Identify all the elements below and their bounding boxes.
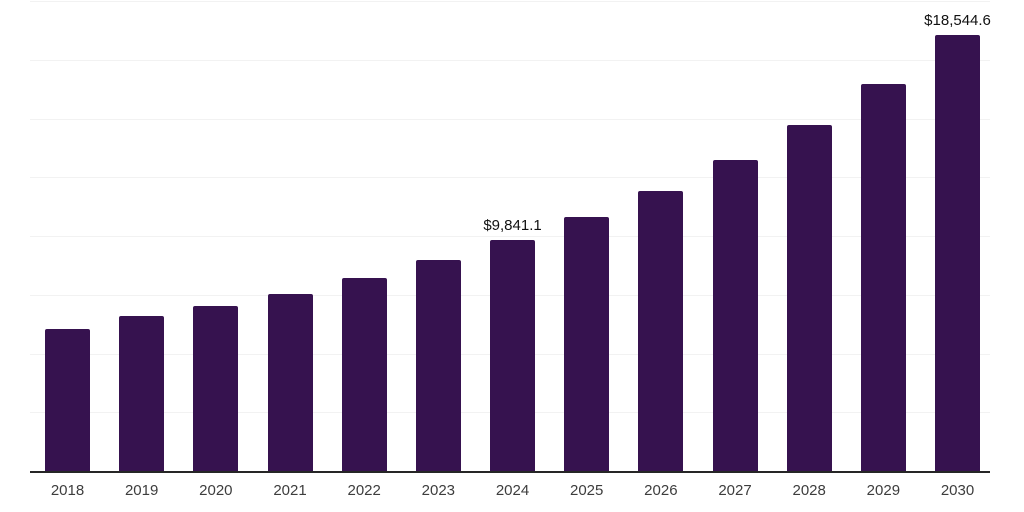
x-tick-label-2018: 2018 xyxy=(50,482,85,499)
bar-2018[interactable] xyxy=(45,329,90,471)
x-tick-label-2019: 2019 xyxy=(124,482,159,499)
x-tick-label-2024: 2024 xyxy=(495,482,530,499)
x-tick-label-2026: 2026 xyxy=(644,482,678,499)
x-tick-label-2029: 2029 xyxy=(866,482,901,499)
gridline-12500 xyxy=(30,177,990,179)
x-tick-label-2021: 2021 xyxy=(273,482,307,499)
bar-2023[interactable] xyxy=(415,259,461,471)
x-tick-label-2022: 2022 xyxy=(347,482,381,499)
data-label-2030: $18,544.6 xyxy=(924,12,991,30)
x-tick-label-2020: 2020 xyxy=(199,482,233,499)
x-tick-label-2025: 2025 xyxy=(570,482,604,499)
bar-2020[interactable] xyxy=(193,306,239,471)
gridline-10000 xyxy=(30,236,990,237)
bar-2024[interactable] xyxy=(490,239,536,471)
x-tick-label-2027: 2027 xyxy=(718,482,752,499)
bar-2029[interactable] xyxy=(860,84,906,471)
gridline-20000 xyxy=(30,1,990,2)
gridline-15000 xyxy=(30,118,990,120)
gridline-17500 xyxy=(30,59,990,61)
bar-2030[interactable] xyxy=(935,35,981,471)
plot-area: $9,841.1 $18,544.6 xyxy=(30,1,991,473)
bar-2019[interactable] xyxy=(119,316,165,471)
x-tick-label-2030: 2030 xyxy=(940,482,975,499)
x-tick-label-2028: 2028 xyxy=(792,482,826,499)
bar-2027[interactable] xyxy=(712,159,758,471)
x-axis-line xyxy=(30,471,990,473)
bar-2026[interactable] xyxy=(638,190,684,471)
x-tick-label-2023: 2023 xyxy=(421,482,456,499)
bar-2028[interactable] xyxy=(786,124,832,471)
data-label-2024: $9,841.1 xyxy=(483,216,542,234)
bar-2022[interactable] xyxy=(341,278,387,471)
bar-2021[interactable] xyxy=(267,293,313,471)
bar-2025[interactable] xyxy=(564,216,610,471)
